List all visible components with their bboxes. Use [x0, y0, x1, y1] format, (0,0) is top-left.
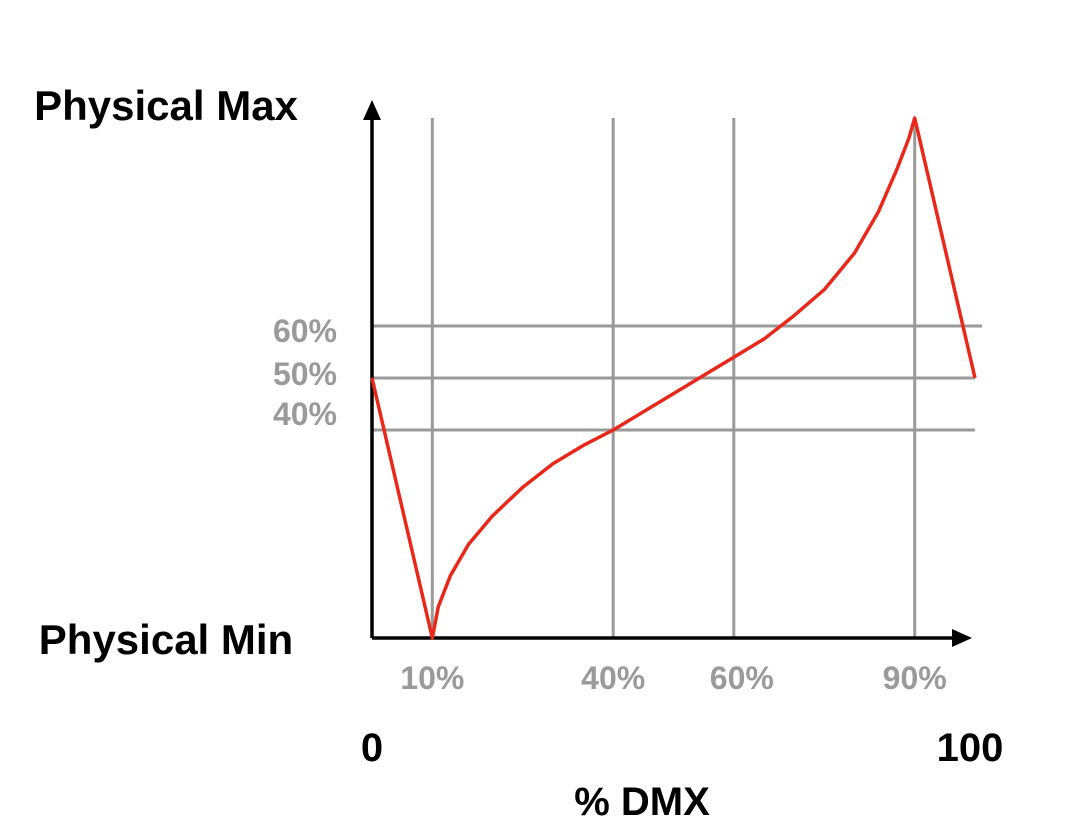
- axes: [363, 100, 972, 647]
- x-start-label: 0: [361, 726, 383, 770]
- gridlines: [372, 118, 982, 638]
- y-min-label: Physical Min: [39, 616, 293, 663]
- x-axis-arrow-icon: [952, 629, 972, 647]
- y-axis-arrow-icon: [363, 100, 381, 120]
- y-tick-label: 60%: [273, 313, 337, 349]
- y-tick-label: 40%: [273, 396, 337, 432]
- y-tick-label: 50%: [273, 356, 337, 392]
- x-axis-title: % DMX: [574, 780, 710, 824]
- x-tick-label: 40%: [581, 660, 645, 696]
- x-end-label: 100: [937, 726, 1004, 770]
- response-curve: [370, 116, 977, 640]
- y-max-label: Physical Max: [34, 82, 298, 129]
- x-tick-label: 10%: [400, 660, 464, 696]
- x-tick-label: 90%: [883, 660, 947, 696]
- x-tick-label: 60%: [710, 660, 774, 696]
- series: [370, 116, 977, 640]
- labels: Physical Max Physical Min 0 100 % DMX 10…: [34, 82, 1003, 824]
